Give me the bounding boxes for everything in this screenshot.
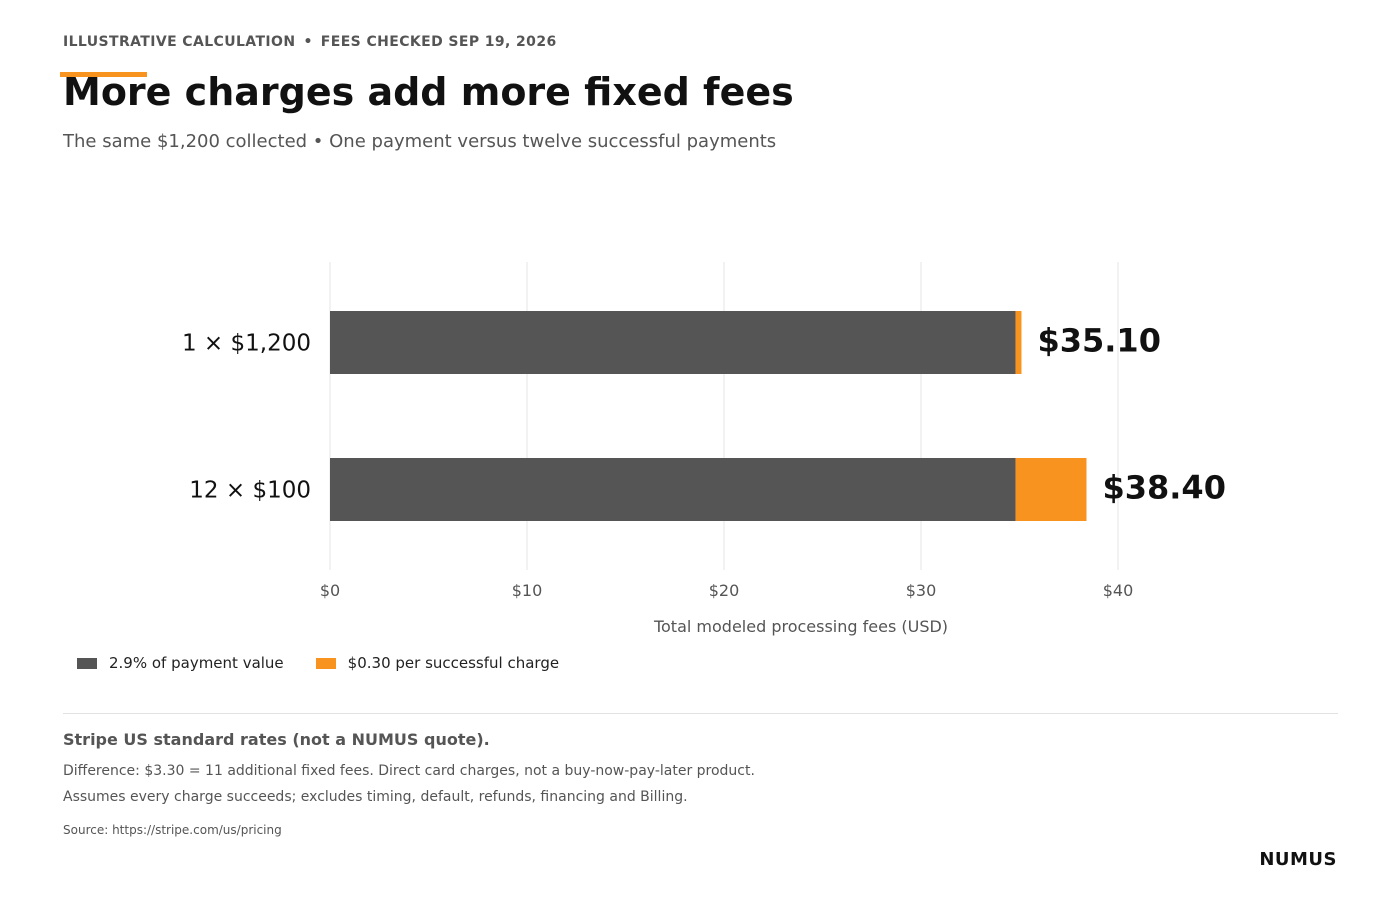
x-tick-label: $30 <box>906 581 937 600</box>
legend-item-percent-fee: 2.9% of payment value <box>77 654 284 672</box>
notes-line: Assumes every charge succeeds; excludes … <box>63 789 688 805</box>
legend-label: 2.9% of payment value <box>109 654 284 672</box>
category-label: 12 × $100 <box>189 478 311 504</box>
x-tick-label: $20 <box>709 581 740 600</box>
grid-layer <box>329 262 1119 570</box>
bar-segment-fixed-fee <box>1015 311 1022 374</box>
total-value-label: $35.10 <box>1037 322 1160 360</box>
bar-layer <box>330 311 1087 521</box>
notes-title: Stripe US standard rates (not a NUMUS qu… <box>63 730 490 749</box>
x-tick-label: $0 <box>320 581 340 600</box>
dark-gray-swatch-icon <box>77 657 97 669</box>
brand-logo: NUMUS <box>1259 849 1337 870</box>
bar-segment-percent-fee <box>330 311 1016 374</box>
category-label: 1 × $1,200 <box>182 331 311 357</box>
eyebrow-left: ILLUSTRATIVE CALCULATION <box>63 34 296 50</box>
total-value-label: $38.40 <box>1102 469 1225 507</box>
eyebrow-right: FEES CHECKED SEP 19, 2026 <box>320 34 557 50</box>
orange-swatch-icon <box>315 657 336 669</box>
bar-segment-percent-fee <box>330 458 1016 521</box>
notes-line: Difference: $3.30 = 11 additional fixed … <box>63 763 755 779</box>
legend-label: $0.30 per successful charge <box>347 654 560 672</box>
divider <box>63 713 1338 714</box>
x-axis-title: Total modeled processing fees (USD) <box>653 617 948 636</box>
page-subtitle: The same $1,200 collected • One payment … <box>63 131 777 152</box>
legend: 2.9% of payment value $0.30 per successf… <box>77 654 591 672</box>
source-text: Source: https://stripe.com/us/pricing <box>63 823 282 837</box>
x-tick-label: $40 <box>1103 581 1134 600</box>
bar-segment-fixed-fee <box>1015 458 1087 521</box>
eyebrow-separator: • <box>303 34 313 50</box>
eyebrow: ILLUSTRATIVE CALCULATION • FEES CHECKED SE… <box>63 34 557 50</box>
page-title: More charges add more fixed fees <box>63 70 794 114</box>
x-tick-label: $10 <box>512 581 543 600</box>
legend-item-fixed-fee: $0.30 per successful charge <box>315 654 560 672</box>
accent-rule <box>60 72 147 77</box>
label-layer: $0 $10 $20 $30 $40 1 × $1,200 $35.10 12 × $100 $… <box>182 322 1226 601</box>
